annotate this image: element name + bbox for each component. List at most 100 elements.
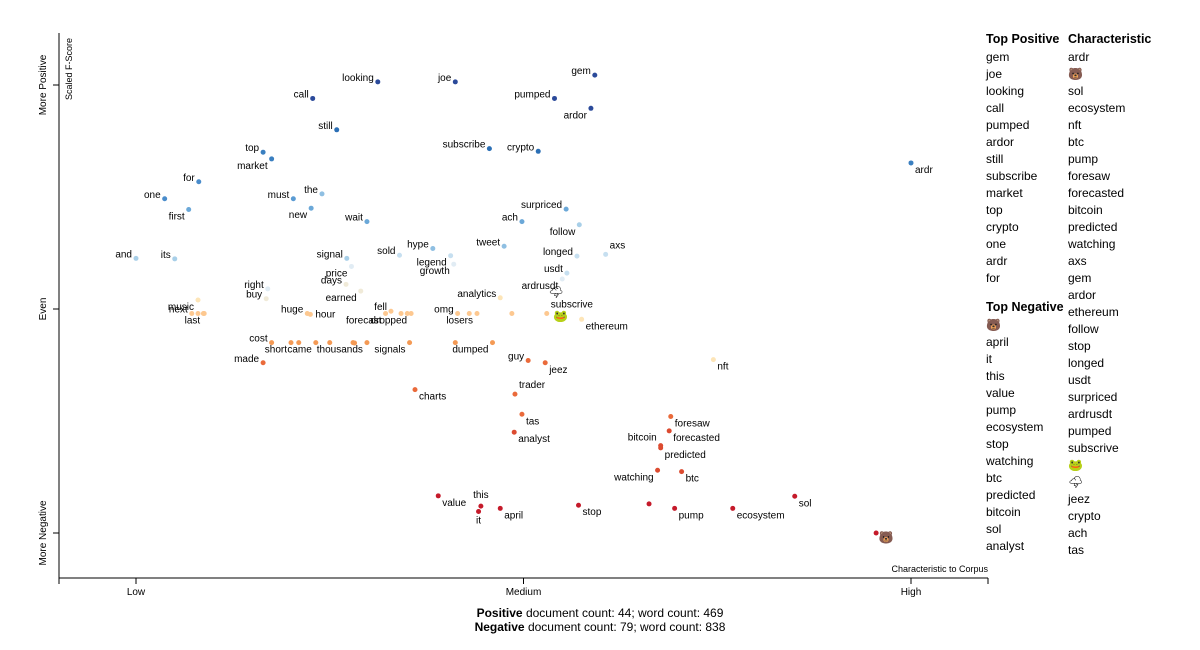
point-follow[interactable] [576,222,582,228]
label-forecasted[interactable]: forecasted [673,433,720,444]
label-subscribe[interactable]: subscribe [443,140,486,151]
top-negative-term[interactable]: analyst [986,539,1025,553]
point-right[interactable] [265,286,271,292]
point-predicted[interactable] [658,445,664,451]
top-negative-term[interactable]: btc [986,471,1003,485]
label-value[interactable]: value [442,498,466,509]
label-sol[interactable]: sol [799,498,812,509]
label-it[interactable]: it [476,515,481,526]
point-signal[interactable] [344,255,350,261]
characteristic-term[interactable]: usdt [1068,373,1091,387]
point-p_cost3[interactable] [327,340,333,346]
characteristic-term[interactable]: longed [1068,356,1105,370]
label-nft[interactable]: nft [717,362,728,373]
point-looking[interactable] [375,79,381,85]
label-ecosystem[interactable]: ecosystem [737,510,785,521]
characteristic-term[interactable]: tas [1068,543,1085,557]
characteristic-term[interactable]: ecosystem [1068,101,1126,115]
label-legend[interactable]: legend [417,258,447,269]
point-btc[interactable] [679,469,685,475]
characteristic-term[interactable]: ardor [1068,288,1097,302]
label-one[interactable]: one [144,190,161,201]
point-p_fell3[interactable] [404,310,410,316]
point-for[interactable] [196,179,202,185]
label-right[interactable]: right [244,280,264,291]
point-forecasted[interactable] [666,428,672,434]
top-negative-term[interactable]: april [986,335,1009,349]
label-stop[interactable]: stop [583,507,602,518]
point-p_th3[interactable] [352,340,358,346]
label-for[interactable]: for [183,173,195,184]
point-earned[interactable] [358,288,364,294]
label-omg[interactable]: omg [434,304,453,315]
characteristic-term[interactable]: foresaw [1068,169,1111,183]
top-positive-term[interactable]: market [986,186,1023,200]
point-forecast[interactable] [383,310,389,316]
bear-emoji-point[interactable]: 🐻 [879,530,894,545]
label-must[interactable]: must [268,190,290,201]
frog-emoji-point[interactable]: 🐸 [553,309,568,323]
point-jeez[interactable] [542,360,548,366]
point-dropped[interactable] [408,310,414,316]
point-legend[interactable] [448,253,454,259]
characteristic-term[interactable]: 🐸 [1068,458,1083,472]
label-top[interactable]: top [245,143,259,154]
point-signals[interactable] [407,340,413,346]
point-p_cost2[interactable] [296,340,302,346]
point-usdt[interactable] [564,270,570,276]
point-the[interactable] [319,191,325,197]
point-days[interactable] [343,281,349,287]
point-p_om2[interactable] [466,310,472,316]
top-negative-term[interactable]: value [986,386,1015,400]
characteristic-term[interactable]: watching [1068,237,1116,251]
label-short[interactable]: short [265,345,287,356]
label-fell[interactable]: fell [374,302,387,313]
label-surpriced[interactable]: surpriced [521,200,562,211]
label-longed[interactable]: longed [543,247,573,258]
top-negative-term[interactable]: pump [986,403,1017,417]
point-ardrusdt[interactable] [559,276,565,282]
point-still[interactable] [334,127,340,133]
label-dumped[interactable]: dumped [452,345,488,356]
point-surpriced[interactable] [563,206,569,212]
label-and[interactable]: and [115,249,132,260]
characteristic-term[interactable]: pump [1068,152,1099,166]
characteristic-term[interactable]: pumped [1068,424,1112,438]
label-ethereum[interactable]: ethereum [586,321,628,332]
label-this[interactable]: this [473,490,489,501]
label-joe[interactable]: joe [437,73,452,84]
point-hour[interactable] [307,311,313,317]
top-positive-term[interactable]: ardor [986,135,1015,149]
label-its[interactable]: its [161,250,171,261]
characteristic-term[interactable]: ethereum [1068,305,1119,319]
point-sol[interactable] [792,493,798,499]
label-foresaw[interactable]: foresaw [675,419,711,430]
top-negative-term[interactable]: bitcoin [986,505,1021,519]
label-analyst[interactable]: analyst [518,434,550,445]
point-axs[interactable] [603,251,609,257]
label-crypto[interactable]: crypto [507,142,535,153]
label-axs[interactable]: axs [610,240,626,251]
point-p_bear[interactable] [873,530,879,536]
characteristic-term[interactable]: forecasted [1068,186,1125,200]
label-still[interactable]: still [318,121,332,132]
point-omg[interactable] [455,310,461,316]
point-made[interactable] [260,360,266,366]
point-tas[interactable] [519,411,525,417]
point-watching[interactable] [655,467,661,473]
label-sold[interactable]: sold [377,246,395,257]
characteristic-term[interactable]: predicted [1068,220,1118,234]
label-hour[interactable]: hour [315,309,336,320]
characteristic-term[interactable]: subscrive [1068,441,1119,455]
characteristic-term[interactable]: axs [1068,254,1087,268]
point-came[interactable] [313,340,319,346]
label-last[interactable]: last [185,315,201,326]
point-april[interactable] [497,505,503,511]
point-subscribe[interactable] [486,146,492,152]
point-ach[interactable] [519,219,525,225]
label-forecast[interactable]: forecast [346,315,382,326]
characteristic-term[interactable]: crypto [1068,509,1101,523]
label-pump[interactable]: pump [679,510,704,521]
characteristic-term[interactable]: nft [1068,118,1082,132]
label-tas[interactable]: tas [526,416,539,427]
